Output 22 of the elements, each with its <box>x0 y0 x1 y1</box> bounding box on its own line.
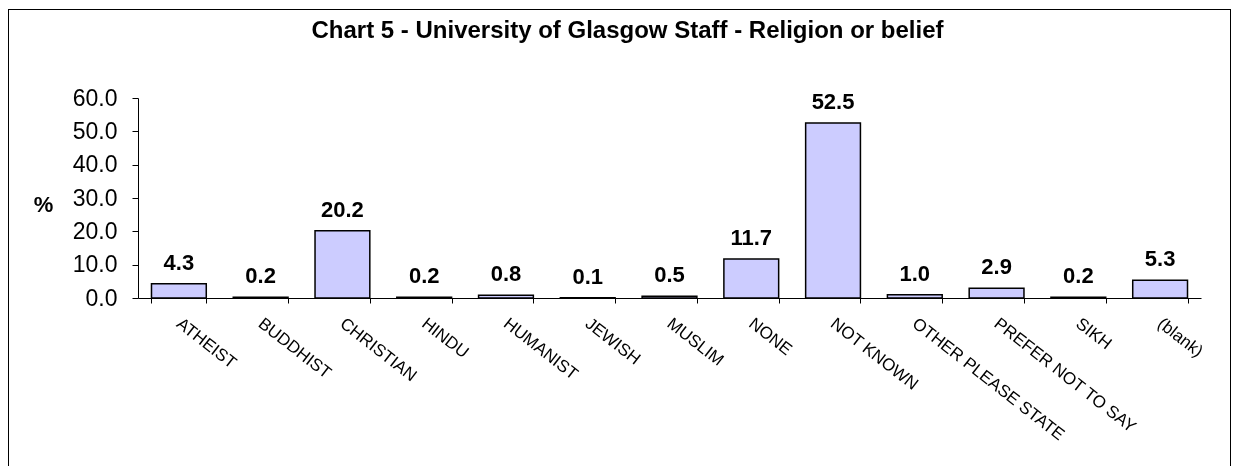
data-label: 0.2 <box>1063 263 1094 289</box>
y-tick-label: 50.0 <box>72 117 118 144</box>
data-label: 0.1 <box>572 263 604 289</box>
data-label: 20.2 <box>321 196 364 222</box>
y-tick-label: 20.0 <box>72 217 118 244</box>
y-tick-label: 10.0 <box>72 251 118 278</box>
data-label: 0.5 <box>654 262 685 288</box>
y-tick-label: 60.0 <box>72 84 118 111</box>
data-label: 11.7 <box>730 225 773 250</box>
data-label: 5.3 <box>1144 246 1176 272</box>
data-label: 52.5 <box>811 89 855 114</box>
y-axis-title: % <box>33 191 54 217</box>
data-label: 0.2 <box>408 263 440 289</box>
y-tick-label: 40.0 <box>72 151 118 178</box>
data-label: 0.2 <box>245 263 276 289</box>
y-tick-label: 30.0 <box>72 184 118 211</box>
data-label: 4.3 <box>163 249 195 275</box>
y-tick-label: 0.0 <box>85 284 118 311</box>
data-label: 2.9 <box>981 254 1012 280</box>
chart-title: Chart 5 - University of Glasgow Staff - Religion or belief <box>311 16 945 43</box>
data-label: 0.8 <box>490 261 522 287</box>
data-label: 1.0 <box>899 260 931 286</box>
